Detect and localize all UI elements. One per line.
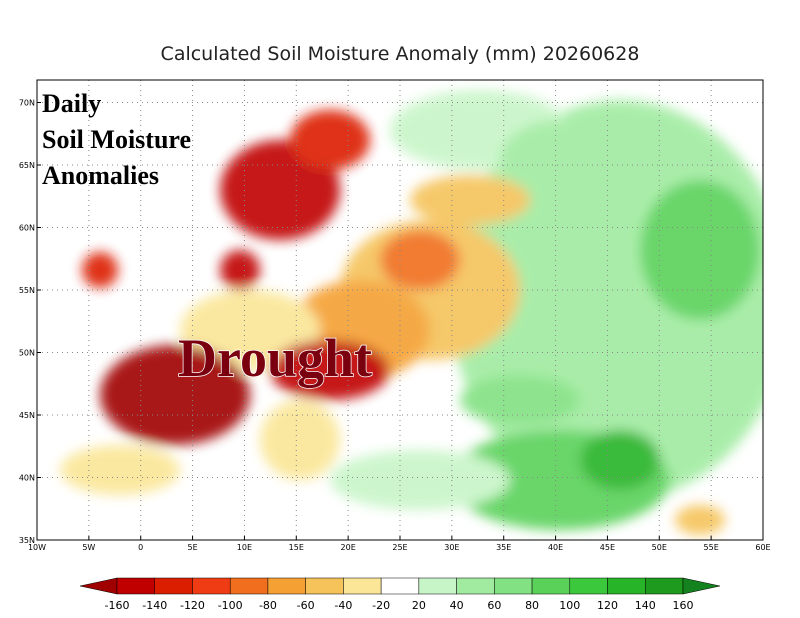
colorbar-box <box>494 577 533 595</box>
colorbar-box <box>456 577 495 595</box>
colorbar-label: -80 <box>259 599 277 612</box>
x-tick-label: 5E <box>187 543 197 552</box>
colorbar-box <box>305 577 344 595</box>
colorbar-label: -20 <box>372 599 390 612</box>
colorbar-box <box>569 577 608 595</box>
x-tick-label: 30E <box>444 543 459 552</box>
colorbar-box <box>607 577 646 595</box>
x-tick-label: 55E <box>704 543 719 552</box>
y-tick-label: 60N <box>19 224 35 233</box>
colorbar-box <box>229 577 269 595</box>
colorbar-label: 160 <box>673 599 694 612</box>
overlay-text: Soil Moisture <box>42 125 191 154</box>
x-tick-label: 45E <box>600 543 615 552</box>
grid <box>37 80 763 540</box>
colorbar-box <box>267 577 306 595</box>
colorbar-label: -40 <box>334 599 352 612</box>
x-tick-label: 25E <box>392 543 407 552</box>
x-tick-label: 60E <box>755 543 770 552</box>
x-tick-label: 50E <box>652 543 667 552</box>
y-tick-label: 70N <box>19 99 35 108</box>
y-tick-label: 45N <box>19 411 35 420</box>
colorbar-label: 60 <box>487 599 501 612</box>
x-tick-label: 5W <box>82 543 95 552</box>
colorbar-label: -140 <box>142 599 167 612</box>
map-title: Calculated Soil Moisture Anomaly (mm) 20… <box>161 43 640 65</box>
colorbar-label: -100 <box>218 599 243 612</box>
x-tick-label: 10E <box>237 543 252 552</box>
colorbar-label: 40 <box>450 599 464 612</box>
colorbar-label: 80 <box>525 599 539 612</box>
y-tick-label: 55N <box>19 286 35 295</box>
colorbar-box <box>645 577 684 595</box>
colorbar-label: 140 <box>635 599 656 612</box>
colorbar-label: -120 <box>180 599 205 612</box>
overlay-text: Daily <box>42 89 101 118</box>
anomaly-field <box>37 80 763 540</box>
x-tick-label: 0 <box>138 543 143 552</box>
y-tick-label: 65N <box>19 161 35 170</box>
x-tick-label: 35E <box>496 543 511 552</box>
overlay-text: Anomalies <box>42 161 159 190</box>
y-tick-label: 35N <box>19 536 35 545</box>
colorbar-label: 100 <box>559 599 580 612</box>
colorbar-label: 20 <box>412 599 426 612</box>
colorbar-label: -160 <box>105 599 130 612</box>
x-tick-label: 15E <box>289 543 304 552</box>
colorbar-box <box>531 577 571 595</box>
y-tick-label: 40N <box>19 474 35 483</box>
colorbar-box <box>343 577 382 595</box>
colorbar-label: 120 <box>597 599 618 612</box>
colorbar-box <box>418 577 457 595</box>
colorbar-arrow <box>682 577 721 595</box>
x-tick-label: 20E <box>341 543 356 552</box>
colorbar-box <box>154 577 193 595</box>
colorbar-arrow <box>79 577 118 595</box>
x-tick-label: 40E <box>548 543 563 552</box>
colorbar-box <box>380 577 420 595</box>
x-tick-label: 10W <box>28 543 46 552</box>
colorbar-box <box>116 577 155 595</box>
drought-label: Drought <box>178 328 372 388</box>
y-tick-label: 50N <box>19 349 35 358</box>
colorbar-box <box>192 577 231 595</box>
colorbar-label: -60 <box>297 599 315 612</box>
